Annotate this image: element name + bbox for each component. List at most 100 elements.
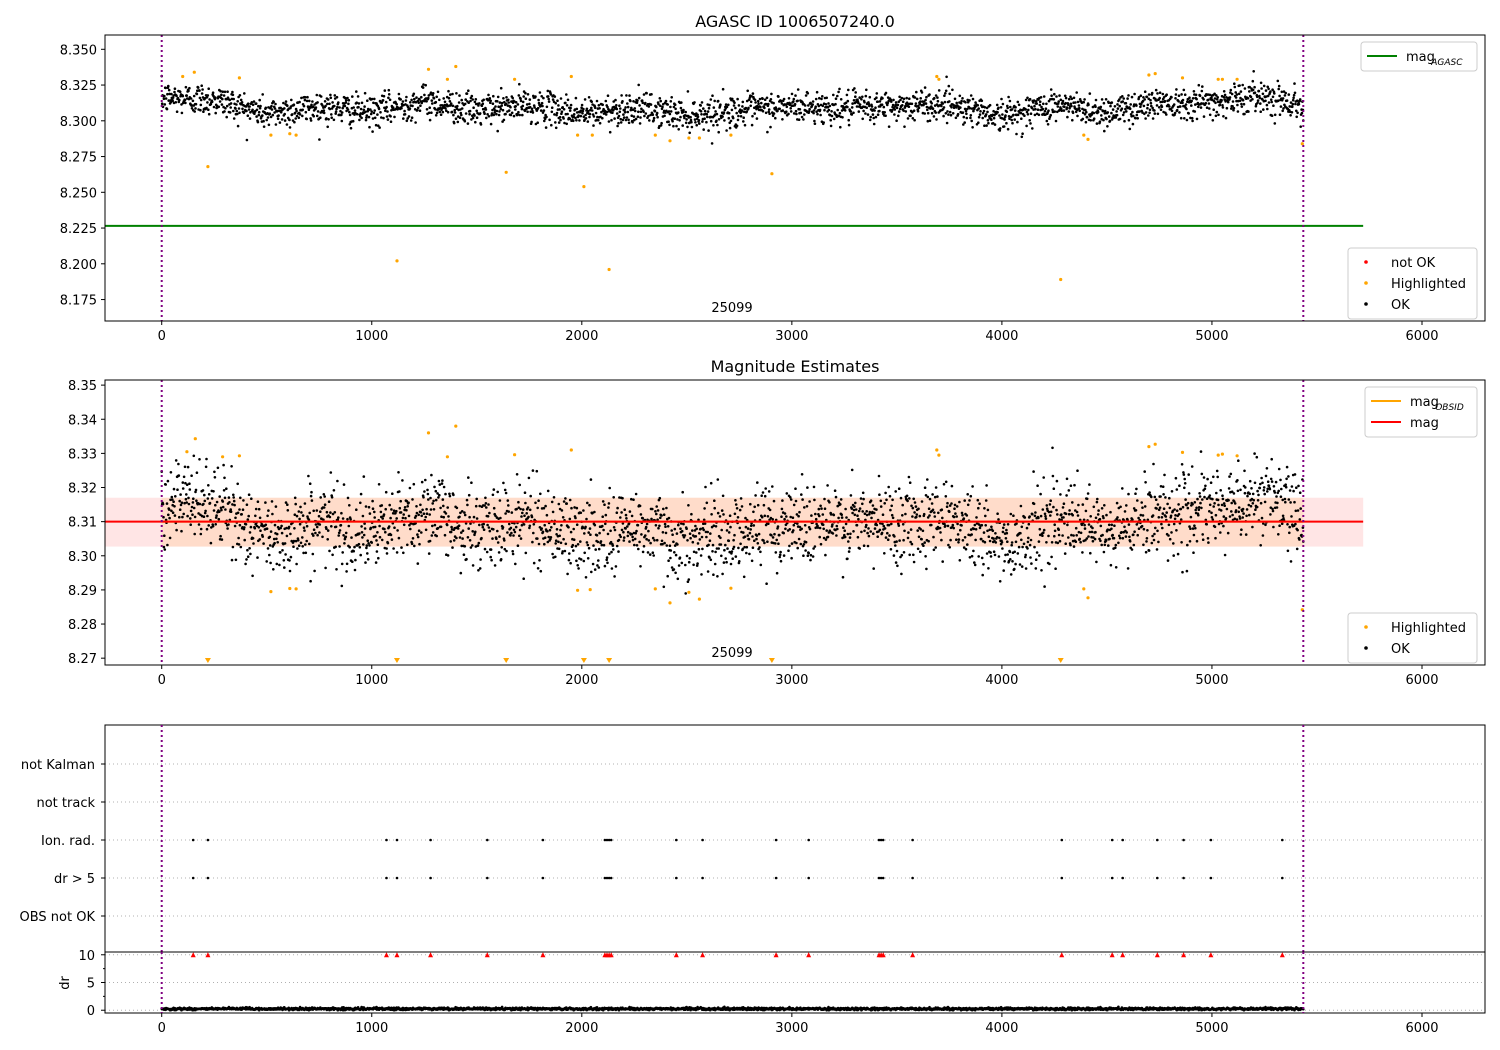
agasc-ok-point [1083, 98, 1086, 101]
magnitude-ok-point [885, 498, 888, 502]
magnitude-y-tick-label: 8.32 [68, 482, 97, 497]
magnitude-ok-point [994, 532, 997, 535]
agasc-ok-point [647, 114, 650, 118]
agasc-ok-point [597, 118, 600, 122]
agasc-ok-point [1191, 119, 1194, 123]
magnitude-ok-point [338, 545, 341, 548]
magnitude-ok-point [955, 505, 959, 508]
magnitude-ok-point [851, 511, 854, 515]
magnitude-ok-point [567, 526, 570, 529]
agasc-ok-point [961, 111, 965, 114]
magnitude-ok-point [210, 497, 214, 500]
magnitude-ok-point [311, 552, 315, 556]
magnitude-ok-point [676, 577, 680, 581]
magnitude-ok-point [436, 492, 439, 495]
magnitude-ok-point [734, 555, 738, 558]
magnitude-ok-point [198, 502, 202, 506]
agasc-ok-point [813, 119, 816, 123]
agasc-ok-point [554, 101, 557, 105]
agasc-ok-point [890, 108, 894, 112]
agasc-highlighted-point [294, 133, 298, 137]
agasc-ok-point [837, 90, 840, 94]
magnitude-ok-point [814, 517, 818, 521]
magnitude-ok-point [229, 508, 232, 511]
magnitude-x-tick-label: 6000 [1405, 673, 1438, 688]
agasc-ok-point [659, 124, 663, 127]
agasc-ok-point [1291, 98, 1295, 102]
agasc-ok-point [693, 118, 697, 121]
magnitude-ok-point [255, 524, 259, 528]
agasc-ok-point [1289, 101, 1293, 104]
agasc-ok-point [659, 104, 662, 108]
magnitude-ok-point [192, 497, 195, 501]
magnitude-ok-point [700, 535, 704, 539]
agasc-ok-point [469, 99, 472, 103]
magnitude-ok-point [476, 544, 480, 547]
magnitude-ok-point [461, 529, 465, 532]
agasc-ok-point [1095, 122, 1099, 125]
agasc-ok-point [1251, 79, 1255, 83]
magnitude-ok-point [872, 567, 875, 570]
magnitude-ok-point [546, 530, 549, 533]
agasc-ok-point [870, 105, 874, 108]
magnitude-ok-point [312, 534, 315, 537]
agasc-ok-point [372, 111, 376, 115]
agasc-ok-point [1151, 117, 1155, 120]
magnitude-ok-point [957, 541, 960, 544]
magnitude-ok-point [865, 513, 869, 517]
magnitude-ok-point [914, 505, 918, 508]
magnitude-ok-point [1074, 526, 1078, 530]
magnitude-ok-point [1125, 531, 1128, 534]
magnitude-ok-point [560, 524, 563, 527]
agasc-ok-point [491, 102, 495, 105]
agasc-ok-point [438, 98, 441, 102]
magnitude-ok-point [712, 573, 715, 576]
magnitude-ok-point [753, 539, 756, 542]
agasc-ok-point [514, 101, 518, 104]
magnitude-ok-point [670, 529, 673, 532]
agasc-ok-point [736, 97, 739, 101]
magnitude-ok-point [584, 576, 588, 579]
agasc-ok-point [207, 108, 210, 111]
magnitude-ok-point [363, 522, 366, 525]
agasc-ok-point [487, 115, 491, 118]
magnitude-ok-point [223, 476, 226, 480]
magnitude-ok-point [730, 550, 734, 553]
agasc-ok-point [378, 126, 381, 129]
agasc-ok-point [881, 97, 884, 100]
agasc-ok-point [559, 118, 562, 122]
magnitude-ok-point [804, 540, 808, 544]
agasc-ok-point [768, 112, 771, 115]
agasc-ok-point [1249, 95, 1253, 99]
agasc-ok-point [295, 114, 299, 118]
magnitude-ok-point [431, 502, 435, 505]
magnitude-ok-point [968, 499, 971, 502]
magnitude-ok-point [945, 505, 949, 509]
agasc-ok-point [1266, 94, 1270, 98]
agasc-ok-point [278, 121, 282, 124]
agasc-ok-point [969, 116, 972, 120]
magnitude-ok-point [524, 501, 527, 505]
magnitude-ok-point [790, 542, 794, 545]
magnitude-ok-point [518, 483, 521, 487]
magnitude-ok-point [1045, 541, 1048, 544]
magnitude-ok-point [863, 512, 867, 515]
agasc-ok-point [1139, 103, 1143, 106]
magnitude-ok-point [273, 541, 276, 545]
agasc-ok-point [822, 121, 825, 124]
magnitude-ok-point [172, 500, 175, 504]
agasc-ok-point [357, 105, 360, 109]
agasc-ok-point [1225, 96, 1228, 99]
agasc-ok-point [1160, 105, 1164, 108]
agasc-ok-point [199, 108, 202, 112]
magnitude-ok-point [211, 524, 215, 528]
magnitude-ok-point [647, 539, 651, 542]
agasc-ok-point [1251, 88, 1255, 92]
magnitude-ok-point [228, 501, 231, 504]
agasc-ok-point [697, 119, 701, 122]
magnitude-ok-point [1042, 531, 1045, 534]
agasc-ok-point [1129, 103, 1132, 106]
magnitude-ok-point [300, 511, 303, 514]
magnitude-ok-point [605, 556, 609, 559]
agasc-ok-point [1259, 110, 1262, 113]
